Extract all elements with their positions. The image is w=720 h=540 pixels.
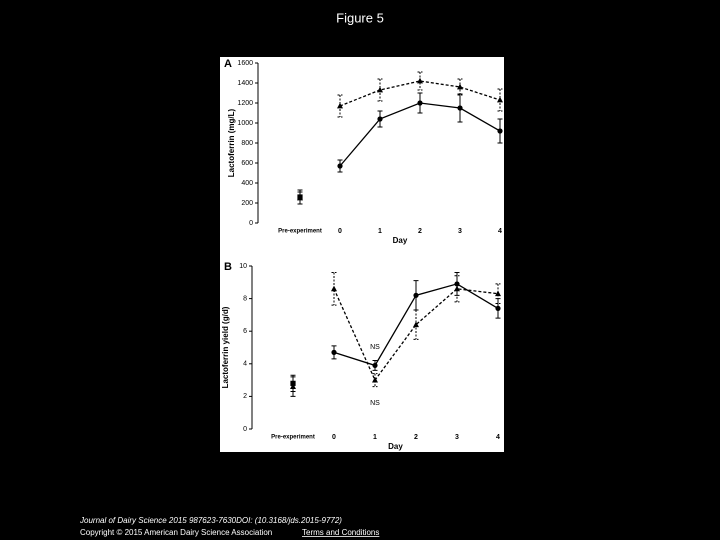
x-tick-label: 1 — [373, 434, 377, 441]
y-tick-label: 800 — [241, 140, 253, 147]
y-tick-label: 4 — [243, 361, 247, 368]
x-tick-label: 3 — [455, 434, 459, 441]
x-tick-label: Pre-experiment — [271, 435, 315, 441]
x-tick-label: 2 — [414, 434, 418, 441]
y-tick-label: 0 — [249, 220, 253, 227]
data-point — [331, 285, 337, 292]
y-tick-label: 200 — [241, 200, 253, 207]
y-tick-label: 2 — [243, 393, 247, 400]
data-point — [297, 194, 303, 201]
y-tick-label: 1000 — [237, 120, 253, 127]
y-tick-label: 0 — [243, 426, 247, 433]
data-point — [454, 285, 460, 292]
y-tick-label: 1200 — [237, 100, 253, 107]
panel-label: B — [224, 261, 232, 273]
y-tick-label: 1400 — [237, 80, 253, 87]
y-axis-label: Lactoferrin yield (g/d) — [221, 306, 230, 388]
data-point — [417, 100, 423, 106]
terms-link[interactable]: Terms and Conditions — [302, 528, 379, 537]
x-axis-label: Day — [393, 236, 408, 245]
series-line — [333, 288, 499, 382]
y-tick-label: 600 — [241, 160, 253, 167]
error-bar — [331, 272, 337, 306]
data-point — [495, 290, 501, 297]
figure-panel — [220, 57, 504, 452]
data-point — [413, 321, 419, 328]
data-point — [413, 292, 419, 298]
annotation: NS — [370, 400, 380, 407]
copyright: Copyright © 2015 American Dairy Science … — [80, 528, 272, 537]
data-point — [337, 163, 343, 169]
data-point — [290, 383, 296, 390]
annotation: NS — [370, 344, 380, 351]
data-point — [497, 96, 503, 103]
data-point — [337, 102, 343, 109]
x-tick-label: 4 — [496, 434, 500, 441]
citation: Journal of Dairy Science 2015 987623-763… — [79, 516, 342, 525]
x-tick-label: 3 — [458, 228, 462, 235]
data-point — [417, 77, 423, 84]
x-axis-label: Day — [388, 442, 403, 451]
error-bar — [372, 373, 378, 388]
x-tick-label: 2 — [418, 228, 422, 235]
data-point — [372, 376, 378, 383]
slide-title: Figure 5 — [336, 10, 384, 25]
data-point — [495, 305, 501, 311]
error-bar — [495, 283, 501, 304]
y-tick-label: 1600 — [237, 60, 253, 67]
y-tick-label: 10 — [239, 263, 247, 270]
x-tick-label: 0 — [332, 434, 336, 441]
panel-label: A — [224, 58, 232, 70]
y-tick-label: 400 — [241, 180, 253, 187]
data-point — [331, 349, 337, 355]
x-tick-label: 1 — [378, 228, 382, 235]
data-point — [457, 83, 463, 90]
data-point — [497, 128, 503, 134]
x-tick-label: 0 — [338, 228, 342, 235]
data-point — [377, 86, 383, 93]
error-bar — [454, 275, 460, 303]
y-tick-label: 6 — [243, 328, 247, 335]
data-point — [457, 105, 463, 111]
data-point — [372, 362, 378, 369]
x-tick-label: Pre-experiment — [278, 229, 322, 235]
data-point — [377, 116, 383, 122]
y-axis-label: Lactoferrin (mg/L) — [227, 108, 236, 177]
y-tick-label: 8 — [243, 295, 247, 302]
x-tick-label: 4 — [498, 228, 502, 235]
